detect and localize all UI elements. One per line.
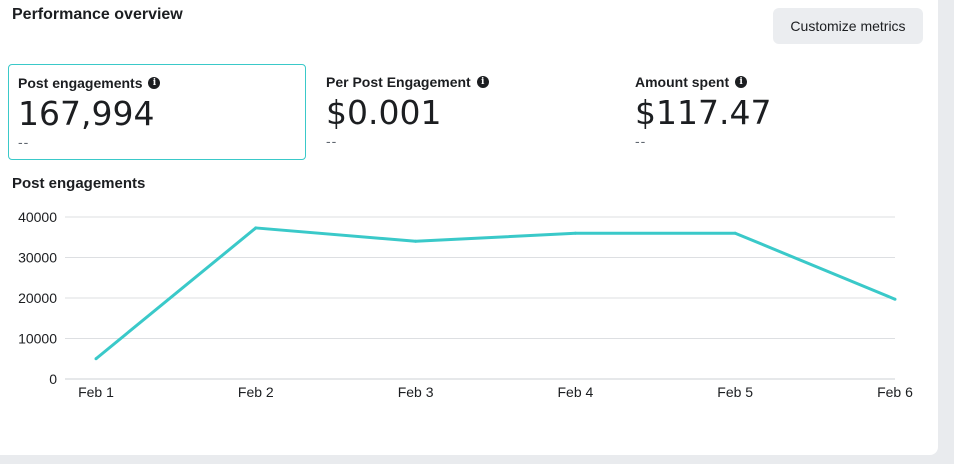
metric-card-post-engagements[interactable]: Post engagements i 167,994 -- — [8, 64, 306, 160]
metric-value: 167,994 — [18, 94, 155, 133]
chart-title: Post engagements — [12, 175, 146, 192]
data-point[interactable] — [94, 357, 98, 361]
page-title: Performance overview — [12, 6, 183, 23]
data-point[interactable] — [893, 297, 897, 301]
info-icon[interactable]: i — [735, 76, 748, 88]
performance-card: Performance overview Customize metrics P… — [0, 0, 938, 455]
info-icon[interactable]: i — [148, 77, 161, 89]
y-tick-label: 10000 — [18, 331, 57, 347]
metric-value: $0.001 — [326, 93, 442, 132]
x-tick-label: Feb 3 — [398, 384, 434, 400]
metric-delta: -- — [18, 134, 30, 151]
metric-delta: -- — [326, 133, 338, 150]
y-tick-label: 0 — [49, 371, 57, 387]
data-point[interactable] — [414, 239, 418, 243]
post-engagements-chart: 0 10000 20000 30000 40000 Feb 1 Feb 2 Feb 3 Feb … — [18, 209, 913, 400]
metric-label: Per Post Engagement — [326, 74, 471, 90]
data-point[interactable] — [573, 231, 577, 235]
series-line — [95, 226, 896, 360]
metric-label: Post engagements — [18, 75, 143, 91]
metric-card-per-post-engagement[interactable]: Per Post Engagement i $0.001 -- — [317, 64, 615, 160]
metric-delta: -- — [635, 133, 647, 150]
x-tick-label: Feb 5 — [717, 384, 753, 400]
info-icon[interactable]: i — [476, 76, 489, 88]
metric-value: $117.47 — [635, 93, 772, 132]
data-point[interactable] — [733, 231, 737, 235]
x-tick-label: Feb 4 — [557, 384, 593, 400]
x-tick-label: Feb 6 — [877, 384, 913, 400]
y-tick-label: 30000 — [18, 250, 57, 266]
x-tick-label: Feb 2 — [238, 384, 274, 400]
metric-label: Amount spent — [635, 74, 730, 90]
x-tick-label: Feb 1 — [78, 384, 114, 400]
y-tick-label: 20000 — [18, 290, 57, 306]
metric-card-amount-spent[interactable]: Amount spent i $117.47 -- — [626, 64, 924, 160]
y-tick-label: 40000 — [18, 209, 57, 225]
data-point[interactable] — [254, 226, 258, 230]
customize-metrics-button[interactable]: Customize metrics — [773, 8, 923, 44]
